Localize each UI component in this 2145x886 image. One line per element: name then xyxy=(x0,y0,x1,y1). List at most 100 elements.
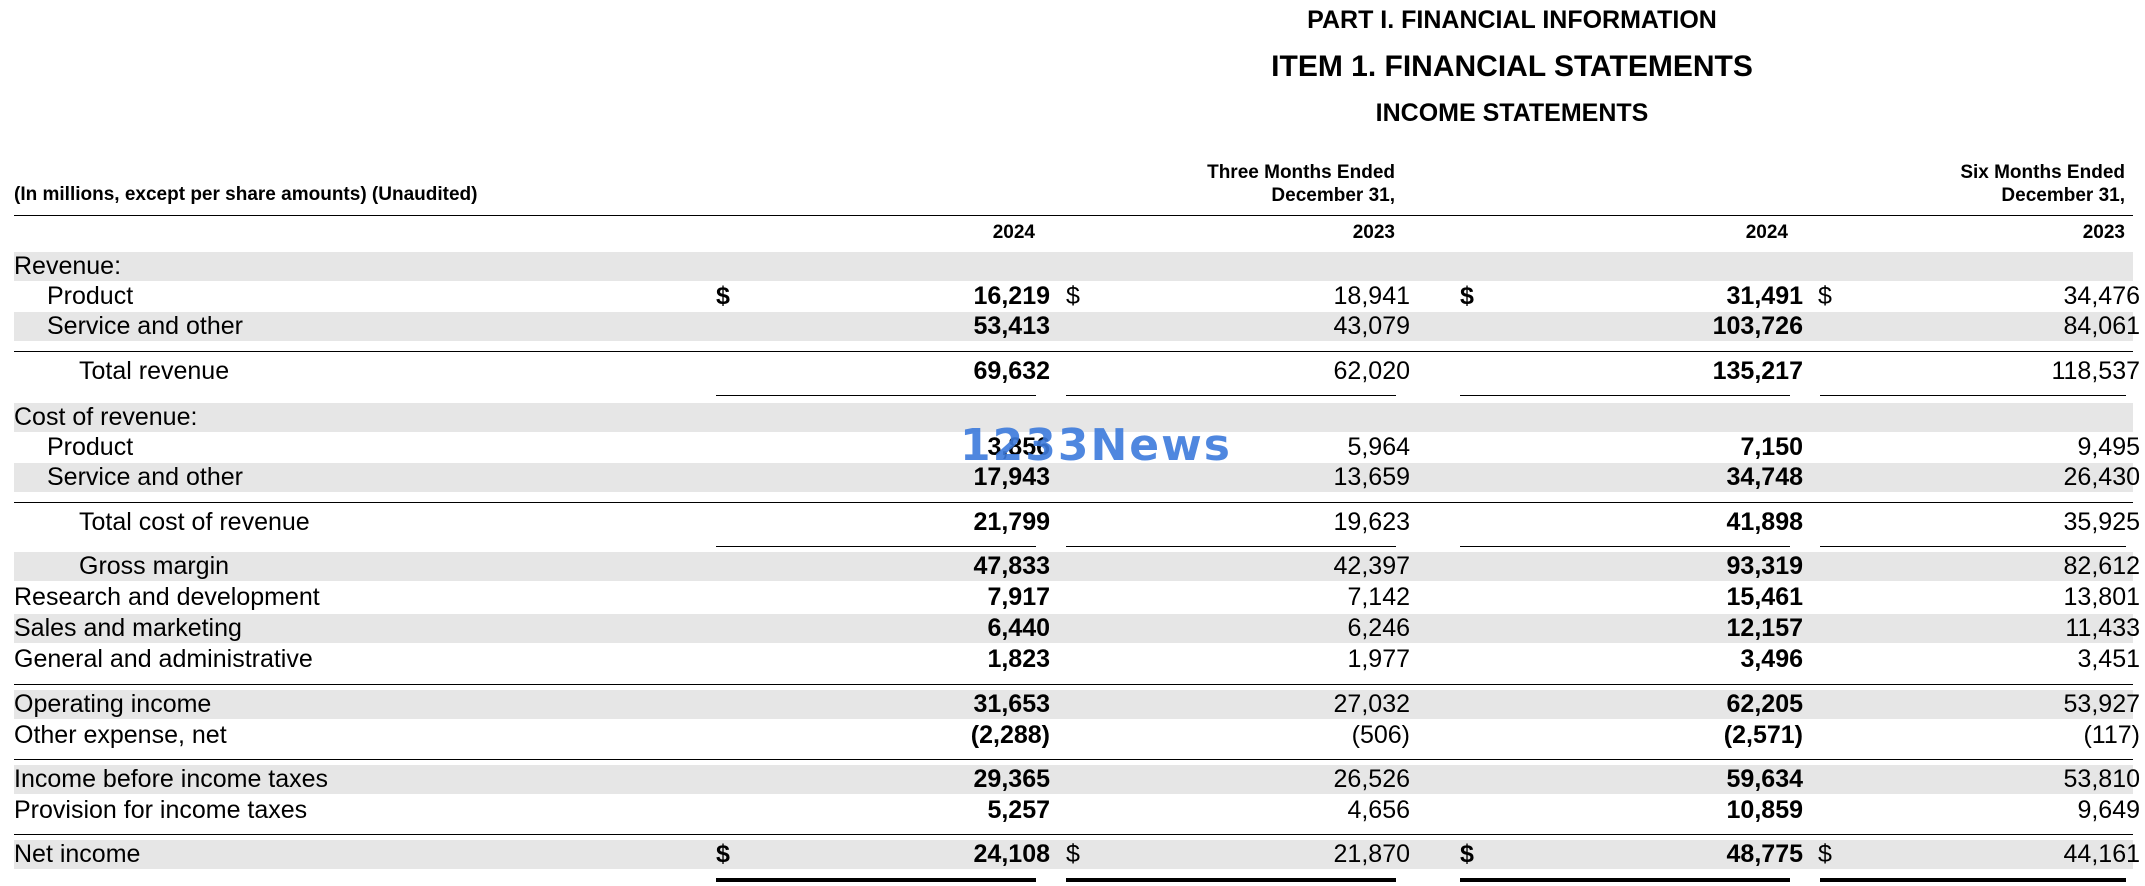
value-6m-2023: 9,649 xyxy=(2077,796,2140,824)
value-6m-2023: 35,925 xyxy=(2063,508,2140,536)
subtotal-rule xyxy=(1820,546,2126,547)
value-6m-2024: 93,319 xyxy=(1726,552,1803,580)
row-label: Total cost of revenue xyxy=(79,508,310,536)
watermark-logo: 1233News xyxy=(960,420,1232,471)
three-months-header-line2: December 31, xyxy=(1271,185,1395,206)
value-6m-2024: 135,217 xyxy=(1712,357,1803,385)
value-3m-2024: 3,856 xyxy=(987,433,1050,461)
table-caption: (In millions, except per share amounts) … xyxy=(14,184,478,205)
year-header-3m-prior: 2023 xyxy=(1352,222,1395,243)
value-6m-2023: 3,451 xyxy=(2077,645,2140,673)
value-3m-2024: 6,440 xyxy=(987,614,1050,642)
table-row-income-before-taxes: Income before income taxes 29,365 26,526… xyxy=(14,765,2140,794)
row-label: Revenue: xyxy=(14,252,122,280)
currency-symbol: $ xyxy=(1818,282,1832,310)
table-row-revenue-header: Revenue: xyxy=(14,252,2133,281)
row-label: Gross margin xyxy=(79,552,230,580)
subtotal-rule xyxy=(1066,395,1396,396)
value-6m-2024: 12,157 xyxy=(1726,614,1803,642)
table-row-total-cost: Total cost of revenue 21,799 19,623 41,8… xyxy=(14,508,2140,537)
value-3m-2023: 19,623 xyxy=(1333,508,1410,536)
three-months-header: Three Months Ended December 31, xyxy=(1100,161,1395,207)
year-header-6m-current: 2024 xyxy=(1745,222,1788,243)
value-3m-2023: 5,964 xyxy=(1347,433,1410,461)
value-6m-2023: 34,476 xyxy=(2063,282,2140,310)
value-6m-2024: 7,150 xyxy=(1740,433,1803,461)
row-label: Cost of revenue: xyxy=(14,403,198,431)
subtotal-rule xyxy=(716,395,1036,396)
value-6m-2023: 53,810 xyxy=(2063,765,2140,793)
table-row-operating-income: Operating income 31,653 27,032 62,205 53… xyxy=(14,690,2140,719)
value-6m-2023: 11,433 xyxy=(2065,614,2140,642)
currency-symbol: $ xyxy=(1460,282,1474,310)
row-label: Other expense, net xyxy=(14,721,227,749)
six-months-header: Six Months Ended December 31, xyxy=(1800,161,2125,207)
row-label: Operating income xyxy=(14,690,212,718)
currency-symbol: $ xyxy=(716,840,730,868)
value-3m-2023: 7,142 xyxy=(1347,583,1410,611)
value-3m-2024: 16,219 xyxy=(973,282,1050,310)
value-3m-2023: 1,977 xyxy=(1347,645,1410,673)
value-6m-2024: 3,496 xyxy=(1740,645,1803,673)
part-heading: PART I. FINANCIAL INFORMATION xyxy=(1307,6,1717,34)
table-row-cost-header: Cost of revenue: xyxy=(14,403,2133,432)
subtotal-rule xyxy=(716,546,1036,547)
value-6m-2024: 59,634 xyxy=(1726,765,1803,793)
value-6m-2023: (117) xyxy=(2083,721,2140,749)
total-double-rule xyxy=(716,878,1036,882)
value-6m-2024: 48,775 xyxy=(1726,840,1803,868)
value-3m-2023: 13,659 xyxy=(1333,463,1410,491)
value-3m-2024: 31,653 xyxy=(973,690,1050,718)
value-6m-2024: 41,898 xyxy=(1726,508,1803,536)
table-row-service-revenue: Service and other 53,413 43,079 103,726 … xyxy=(14,312,2140,341)
table-row-provision-income-taxes: Provision for income taxes 5,257 4,656 1… xyxy=(14,796,2140,825)
row-label: Service and other xyxy=(47,312,243,340)
currency-symbol: $ xyxy=(1818,840,1832,868)
value-3m-2023: 18,941 xyxy=(1333,282,1410,310)
value-3m-2023: 62,020 xyxy=(1333,357,1410,385)
row-rule xyxy=(14,684,2133,685)
currency-symbol: $ xyxy=(1066,282,1080,310)
row-label: Income before income taxes xyxy=(14,765,329,793)
value-6m-2024: 10,859 xyxy=(1726,796,1803,824)
value-3m-2024: (2,288) xyxy=(970,721,1050,749)
row-rule xyxy=(14,502,2133,503)
subtotal-rule xyxy=(1066,546,1396,547)
value-3m-2024: 69,632 xyxy=(973,357,1050,385)
value-6m-2023: 53,927 xyxy=(2063,690,2140,718)
value-3m-2024: 1,823 xyxy=(987,645,1050,673)
row-label: Sales and marketing xyxy=(14,614,242,642)
header-rule xyxy=(14,215,2133,216)
value-6m-2024: 62,205 xyxy=(1726,690,1803,718)
year-header-3m-current: 2024 xyxy=(992,222,1035,243)
currency-symbol: $ xyxy=(1460,840,1474,868)
row-label: Product xyxy=(47,282,134,310)
value-3m-2024: 21,799 xyxy=(973,508,1050,536)
value-6m-2023: 82,612 xyxy=(2063,552,2140,580)
value-6m-2024: 31,491 xyxy=(1726,282,1803,310)
value-6m-2023: 44,161 xyxy=(2063,840,2140,868)
statement-title: INCOME STATEMENTS xyxy=(1375,99,1649,127)
row-rule xyxy=(14,759,2133,760)
table-row-service-cost: Service and other 17,943 13,659 34,748 2… xyxy=(14,463,2140,492)
value-6m-2024: (2,571) xyxy=(1723,721,1803,749)
row-label: Research and development xyxy=(14,583,320,611)
three-months-header-line1: Three Months Ended xyxy=(1207,162,1395,183)
value-3m-2024: 29,365 xyxy=(973,765,1050,793)
value-3m-2023: (506) xyxy=(1351,721,1410,749)
value-3m-2023: 6,246 xyxy=(1347,614,1410,642)
currency-symbol: $ xyxy=(716,282,730,310)
currency-symbol: $ xyxy=(1066,840,1080,868)
subtotal-rule xyxy=(1460,395,1790,396)
value-3m-2024: 24,108 xyxy=(973,840,1050,868)
table-row-net-income: Net income $ 24,108 $ 21,870 $ 48,775 $ … xyxy=(14,840,2140,869)
value-3m-2024: 53,413 xyxy=(973,312,1050,340)
value-6m-2023: 9,495 xyxy=(2077,433,2140,461)
table-row-product-revenue: Product $ 16,219 $ 18,941 $ 31,491 $ 34,… xyxy=(14,282,2140,311)
value-3m-2023: 43,079 xyxy=(1333,312,1410,340)
table-row-sales-marketing: Sales and marketing 6,440 6,246 12,157 1… xyxy=(14,614,2140,643)
table-row-research-development: Research and development 7,917 7,142 15,… xyxy=(14,583,2140,612)
table-row-gross-margin: Gross margin 47,833 42,397 93,319 82,612 xyxy=(14,552,2140,581)
value-6m-2023: 13,801 xyxy=(2063,583,2140,611)
year-header-6m-prior: 2023 xyxy=(2082,222,2125,243)
